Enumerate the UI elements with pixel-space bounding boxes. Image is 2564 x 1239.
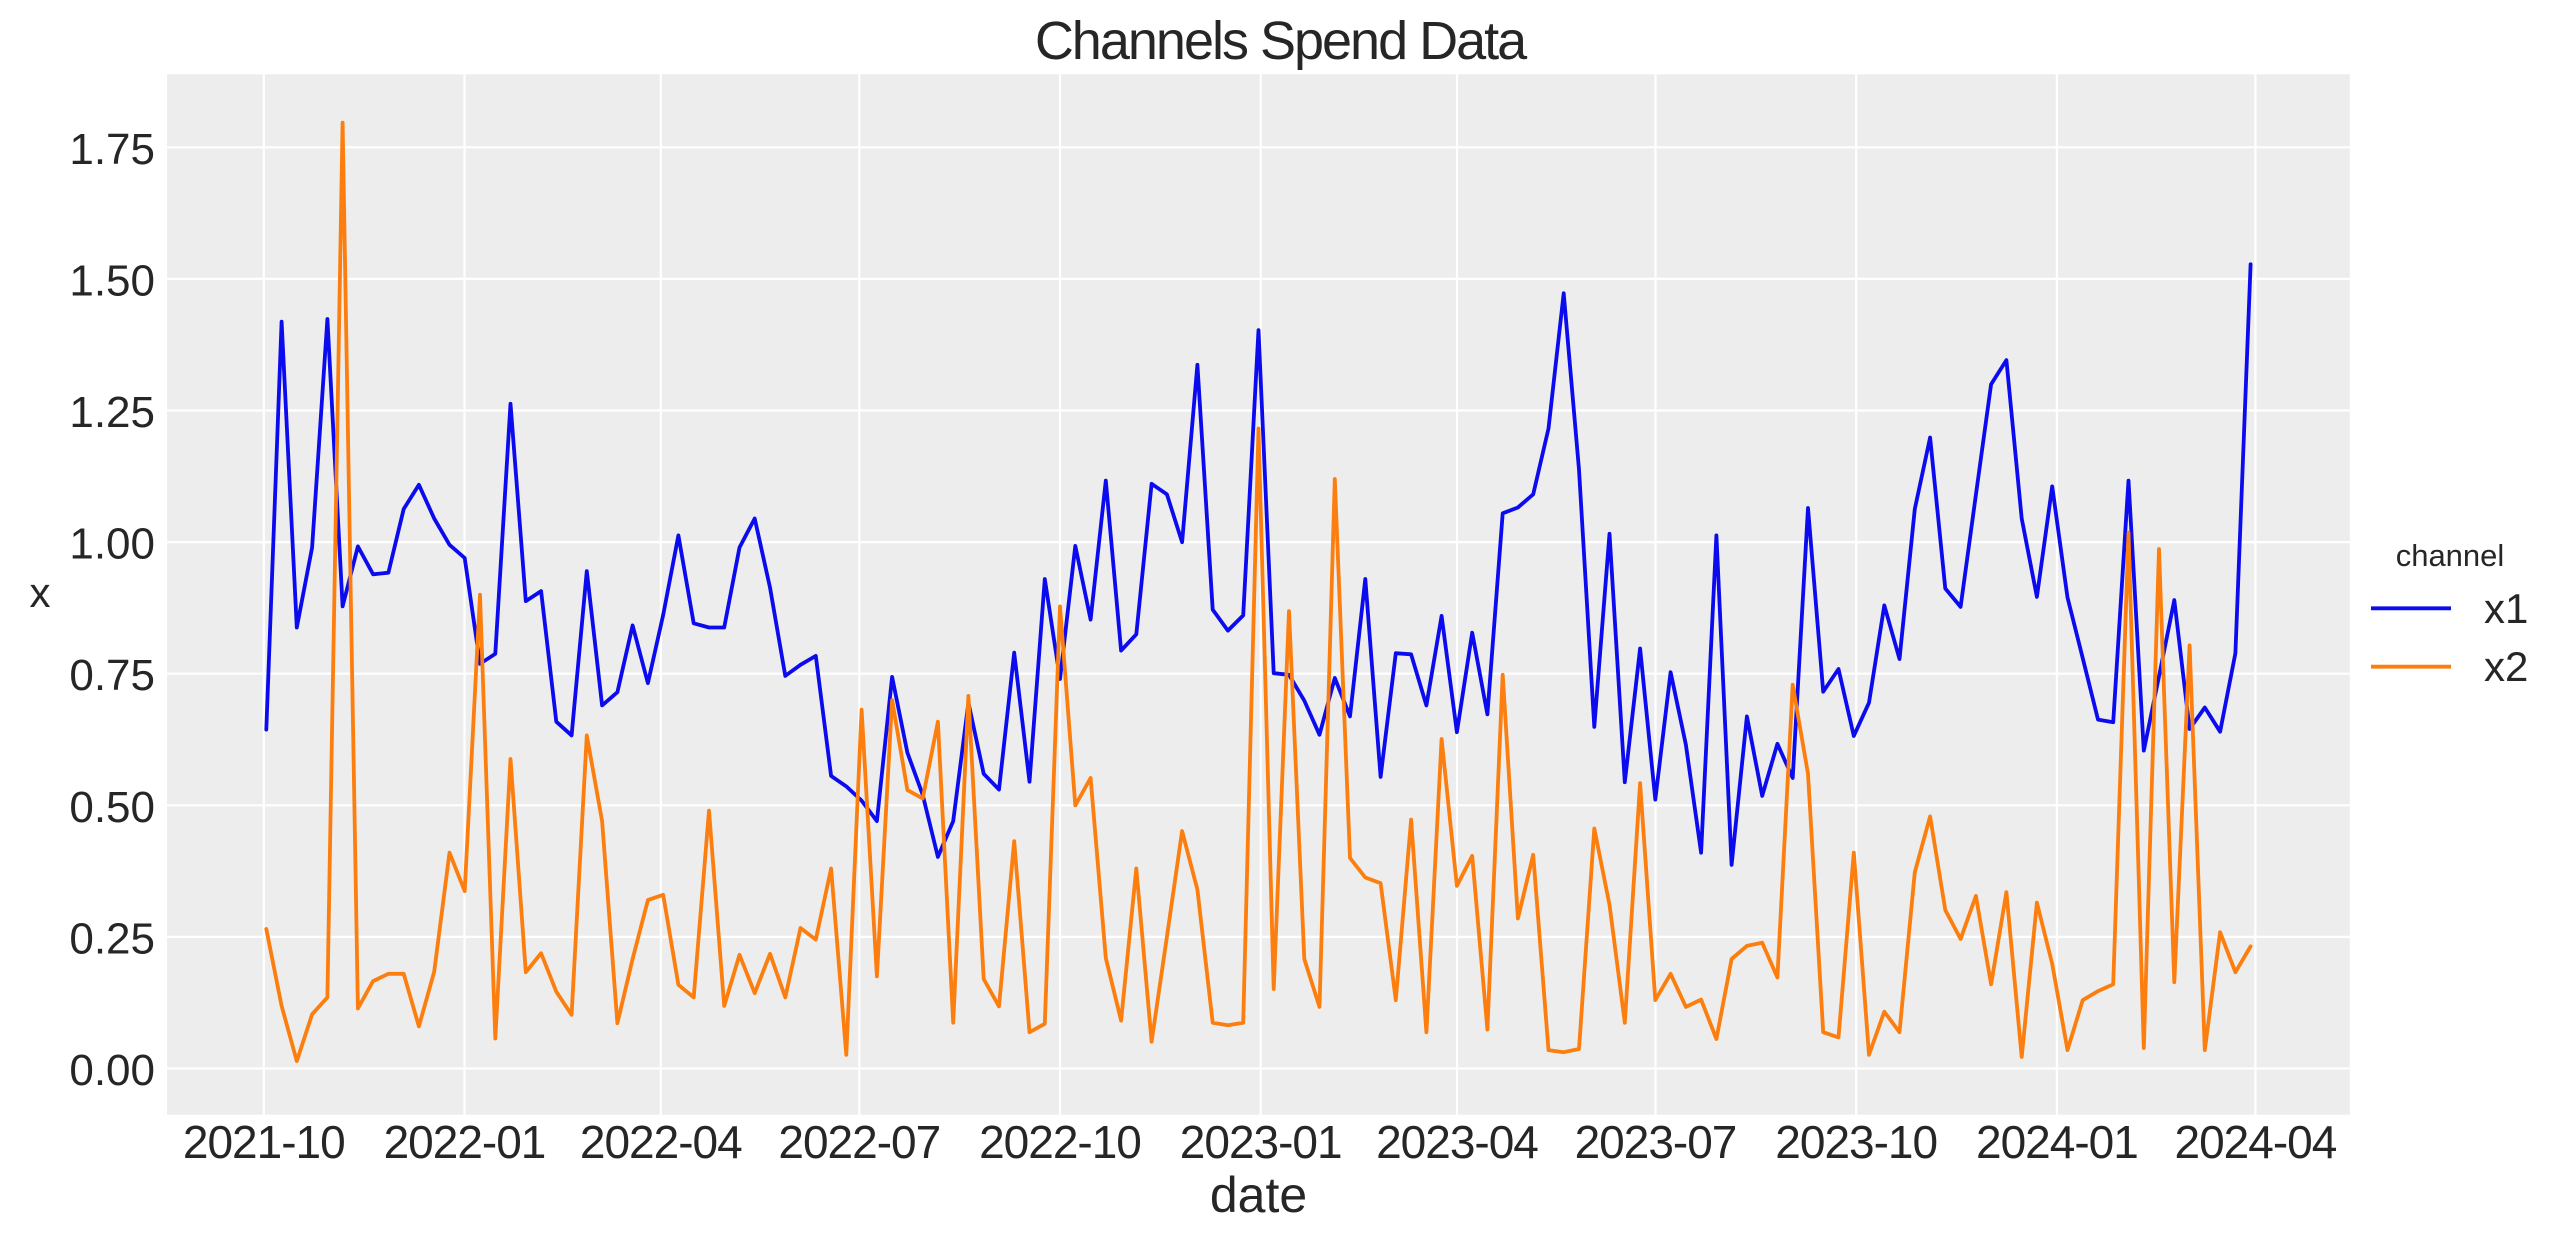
svg-text:2024-04: 2024-04 <box>2174 1116 2336 1168</box>
svg-text:1.00: 1.00 <box>69 520 155 569</box>
svg-text:2021-10: 2021-10 <box>183 1116 345 1168</box>
svg-text:0.75: 0.75 <box>69 651 155 700</box>
svg-text:2023-04: 2023-04 <box>1376 1116 1538 1168</box>
svg-text:2023-07: 2023-07 <box>1575 1116 1737 1168</box>
svg-text:0.25: 0.25 <box>69 914 155 963</box>
svg-text:x: x <box>30 569 51 616</box>
svg-text:2023-01: 2023-01 <box>1180 1116 1342 1168</box>
svg-text:2022-10: 2022-10 <box>979 1116 1141 1168</box>
svg-text:2022-04: 2022-04 <box>580 1116 742 1168</box>
svg-text:2022-07: 2022-07 <box>778 1116 940 1168</box>
svg-text:x1: x1 <box>2484 585 2528 632</box>
svg-text:channel: channel <box>2396 538 2505 573</box>
svg-text:0.00: 0.00 <box>69 1046 155 1095</box>
svg-text:Channels Spend Data: Channels Spend Data <box>1035 11 1528 71</box>
svg-text:2024-01: 2024-01 <box>1976 1116 2138 1168</box>
svg-text:2022-01: 2022-01 <box>384 1116 546 1168</box>
svg-text:date: date <box>1210 1167 1307 1223</box>
svg-text:1.50: 1.50 <box>69 256 155 305</box>
svg-text:1.75: 1.75 <box>69 125 155 174</box>
svg-text:0.50: 0.50 <box>69 783 155 832</box>
svg-text:1.25: 1.25 <box>69 388 155 437</box>
svg-text:2023-10: 2023-10 <box>1775 1116 1937 1168</box>
svg-text:x2: x2 <box>2484 643 2528 690</box>
